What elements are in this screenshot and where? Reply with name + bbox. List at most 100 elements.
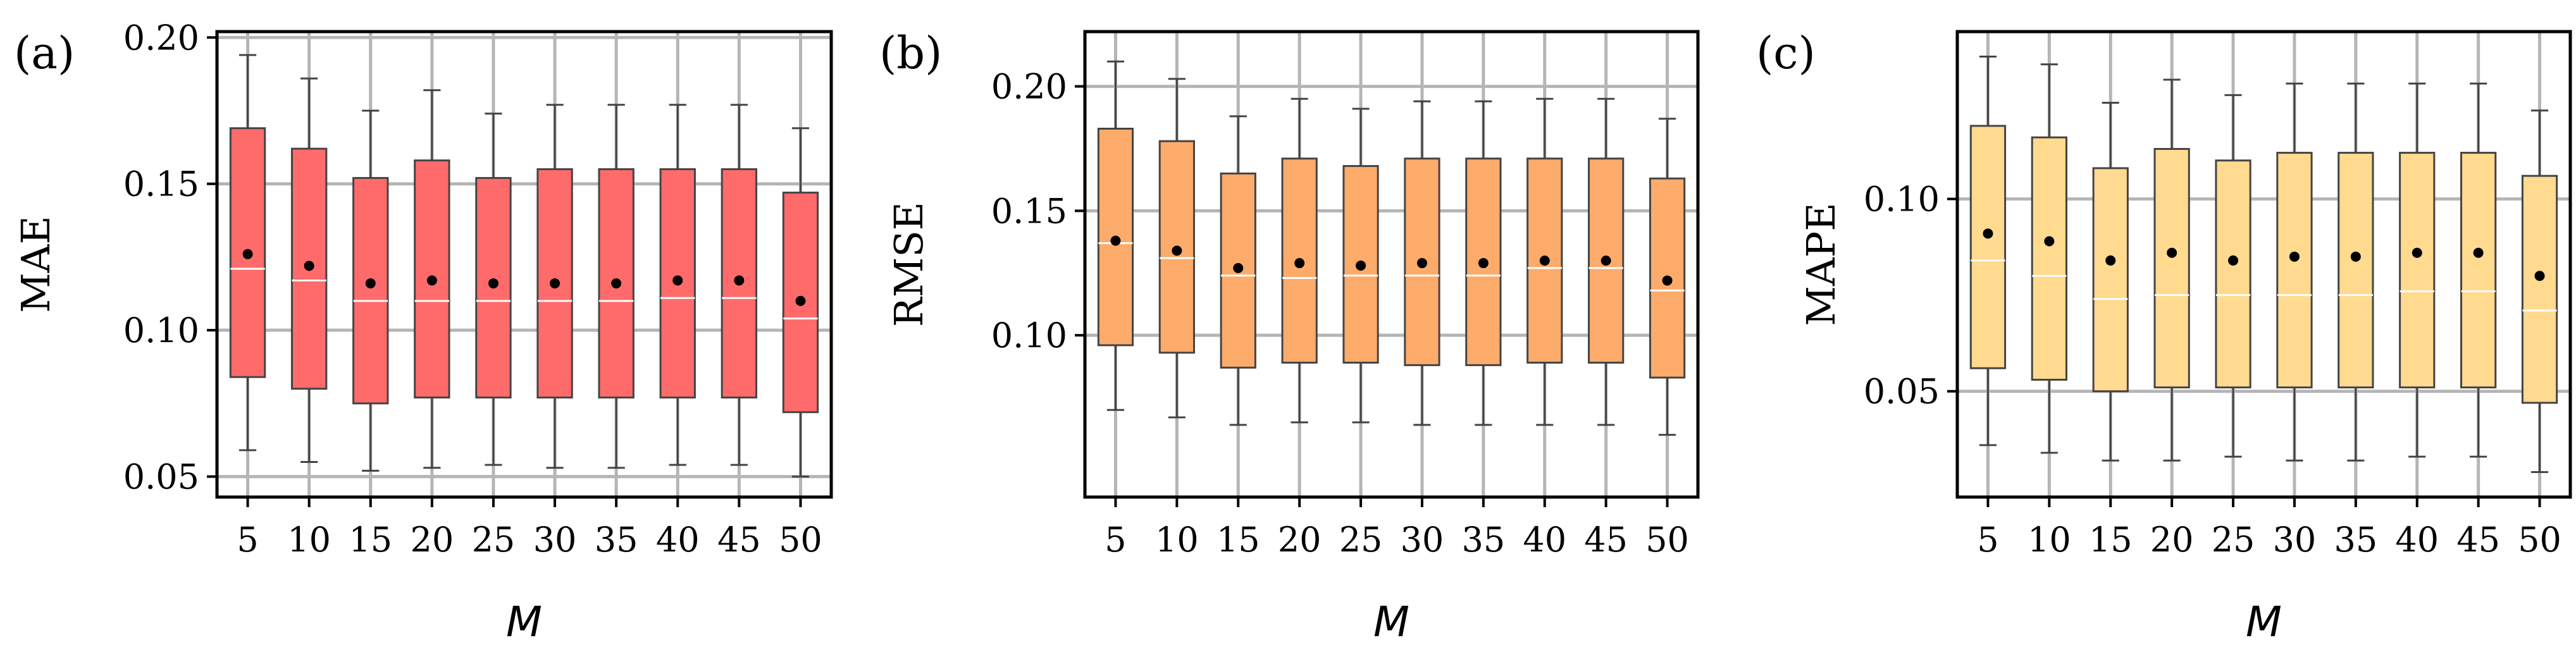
- x-tick-label: 45: [717, 520, 761, 560]
- x-axis-label: M: [1373, 598, 1409, 646]
- x-tick-label: 25: [2212, 520, 2255, 560]
- mean-point: [1110, 235, 1121, 246]
- y-tick-label: 0.10: [123, 311, 199, 350]
- x-tick-label: 5: [1105, 520, 1126, 560]
- x-tick-label: 40: [1523, 520, 1566, 560]
- box-30: [1404, 100, 1440, 426]
- box-body: [2460, 152, 2497, 389]
- box-10: [1158, 78, 1195, 419]
- plot-frame: [1083, 30, 1700, 499]
- x-tick-label: 10: [1155, 520, 1199, 560]
- y-axis-label: RMSE: [886, 202, 932, 327]
- box-body: [1969, 125, 2007, 369]
- box-30: [536, 104, 573, 469]
- box-body: [2276, 152, 2313, 389]
- box-body: [2031, 136, 2067, 381]
- mean-point: [1172, 245, 1182, 256]
- box-35: [598, 104, 635, 469]
- x-tick-label: 10: [287, 520, 331, 560]
- box-25: [2215, 94, 2251, 458]
- mean-point: [1478, 258, 1489, 269]
- chart-panel-2: 0.10 0.15 0.20 5 10 15 20 25 30 35 40 45 50 M RMSE (b): [879, 27, 1700, 646]
- box-50: [2521, 109, 2558, 473]
- y-tick-label: 0.05: [123, 457, 199, 497]
- plot-frame: [215, 30, 833, 499]
- x-tick-label: 50: [779, 520, 822, 560]
- box-20: [1281, 97, 1318, 424]
- box-body: [2215, 159, 2251, 389]
- box-10: [2031, 63, 2067, 454]
- x-tick-label: 15: [349, 520, 392, 560]
- panel-label: (a): [14, 27, 75, 79]
- box-body: [2521, 175, 2558, 404]
- mean-point: [1356, 260, 1366, 271]
- y-tick-label: 0.20: [991, 67, 1067, 107]
- box-50: [1649, 118, 1686, 436]
- y-tick-label: 0.10: [991, 316, 1067, 355]
- y-tick-label: 0.05: [1864, 372, 1940, 412]
- mean-point: [2167, 247, 2177, 258]
- box-45: [1588, 97, 1625, 426]
- box-20: [414, 89, 450, 469]
- box-body: [2153, 148, 2190, 389]
- box-15: [2092, 102, 2129, 462]
- box-25: [1342, 108, 1379, 424]
- box-35: [2338, 82, 2374, 462]
- box-15: [352, 109, 389, 472]
- mean-point: [2289, 251, 2300, 262]
- chart-panel-3: 0.05 0.10 5 10 15 20 25 30 35 40 45 50 M MAPE (c): [1756, 27, 2572, 646]
- panel-label: (b): [879, 27, 942, 79]
- mean-point: [426, 275, 437, 286]
- box-30: [2276, 82, 2313, 462]
- box-25: [475, 113, 512, 466]
- x-tick-label: 45: [2456, 520, 2500, 560]
- box-10: [290, 77, 328, 463]
- mean-point: [1983, 228, 1993, 239]
- mean-point: [365, 278, 376, 289]
- box-5: [229, 54, 266, 452]
- box-15: [1220, 115, 1256, 426]
- mean-point: [1233, 262, 1244, 273]
- mean-point: [304, 261, 314, 271]
- x-tick-label: 35: [1461, 520, 1505, 560]
- mean-point: [1601, 255, 1611, 266]
- mean-point: [2350, 251, 2361, 262]
- y-tick-label: 0.15: [123, 164, 199, 204]
- y-tick-label: 0.15: [991, 191, 1067, 231]
- box-40: [2399, 82, 2436, 458]
- x-tick-label: 30: [2273, 520, 2317, 560]
- box-45: [2460, 82, 2497, 458]
- x-tick-label: 20: [410, 520, 454, 560]
- mean-point: [1662, 275, 1673, 286]
- y-tick-label: 0.10: [1864, 180, 1940, 219]
- mean-point: [672, 275, 683, 286]
- x-tick-label: 40: [2395, 520, 2439, 560]
- box-35: [1465, 100, 1502, 426]
- box-body: [1588, 157, 1625, 364]
- mean-point: [2044, 236, 2055, 247]
- mean-point: [795, 295, 806, 306]
- mean-point: [2228, 255, 2239, 266]
- x-tick-label: 5: [1977, 520, 1998, 560]
- x-tick-label: 5: [237, 520, 258, 560]
- x-tick-label: 15: [1217, 520, 1260, 560]
- box-45: [721, 104, 758, 466]
- mean-point: [2105, 255, 2116, 266]
- box-5: [1969, 56, 2007, 446]
- x-tick-label: 10: [2028, 520, 2071, 560]
- mean-point: [550, 278, 560, 289]
- box-20: [2153, 78, 2190, 462]
- mean-point: [242, 249, 253, 259]
- mean-point: [2412, 247, 2422, 258]
- x-tick-label: 35: [595, 520, 638, 560]
- x-tick-label: 20: [2150, 520, 2194, 560]
- x-tick-label: 45: [1584, 520, 1628, 560]
- x-tick-label: 35: [2334, 520, 2377, 560]
- plot-frame: [1955, 30, 2572, 499]
- x-tick-label: 30: [533, 520, 577, 560]
- x-tick-label: 25: [472, 520, 516, 560]
- x-tick-label: 30: [1401, 520, 1444, 560]
- y-tick-label: 0.20: [123, 18, 199, 58]
- mean-point: [1539, 255, 1550, 266]
